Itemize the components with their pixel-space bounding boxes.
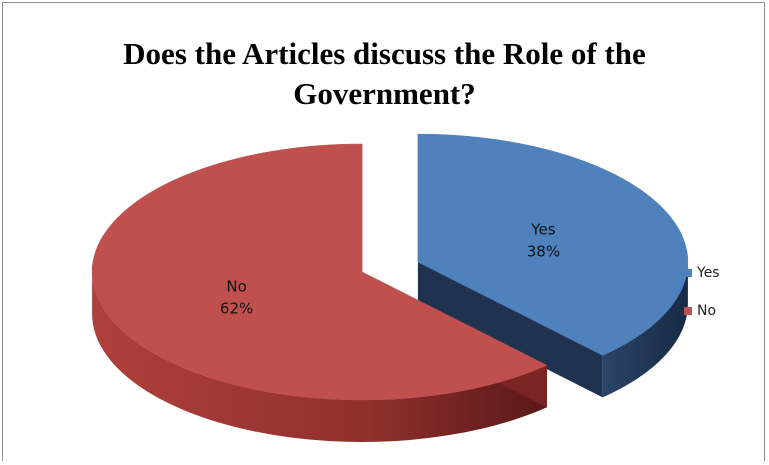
pie-slice-wall-yes (602, 262, 688, 398)
legend-label-yes: Yes (697, 265, 720, 281)
chart-title-line-1: Does the Articles discuss the Role of th… (123, 36, 646, 71)
chart-title-line-2: Government? (293, 76, 476, 111)
pie-slice-cut-yes-1 (417, 262, 603, 398)
legend-label-no: No (697, 303, 717, 319)
chart-title: Does the Articles discuss the Role of th… (0, 34, 769, 114)
pie-percent-no: 62% (220, 300, 253, 318)
pie-percent-yes: 38% (527, 242, 560, 260)
pie-slice-no (91, 143, 548, 401)
legend-swatch-no (684, 307, 692, 315)
pie-label-no: No (226, 278, 246, 296)
pie-label-yes: Yes (530, 220, 555, 238)
legend-swatch-yes (684, 269, 692, 277)
legend-item-no: No (684, 300, 720, 322)
legend-item-yes: Yes (684, 262, 720, 284)
legend: Yes No (684, 262, 720, 338)
pie-slice-wall-no (92, 271, 547, 442)
pie-slice-side-yes (417, 262, 688, 398)
pie-slice-yes (417, 133, 689, 356)
